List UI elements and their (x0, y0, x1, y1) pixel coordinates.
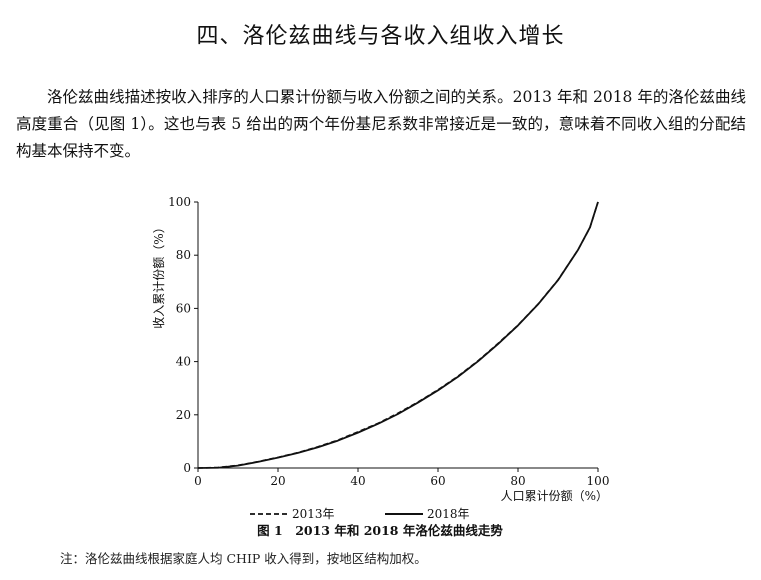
y-tick-label: 0 (183, 461, 191, 475)
x-tick-label: 60 (430, 474, 445, 488)
figure-note: 注：洛伦兹曲线根据家庭人均 CHIP 收入得到，按地区结构加权。 (60, 551, 427, 566)
section-title: 四、洛伦兹曲线与各收入组收入增长 (196, 24, 565, 49)
y-axis-label: 收入累计份额（%） (152, 221, 166, 328)
y-tick-label: 60 (176, 301, 191, 315)
y-tick-label: 100 (168, 195, 191, 209)
y-tick-label: 20 (176, 408, 191, 422)
y-tick-label: 40 (176, 355, 191, 369)
series-line-0 (197, 201, 599, 469)
legend-label: 2013年 (292, 507, 335, 521)
legend-label: 2018年 (427, 507, 470, 521)
y-tick-label: 80 (176, 248, 191, 262)
body-paragraph: 洛伦兹曲线描述按收入排序的人口累计份额与收入份额之间的关系。2013 年和 20… (16, 88, 746, 160)
series-line-1 (197, 201, 599, 469)
x-axis-label: 人口累计份额（%） (501, 489, 608, 503)
x-tick-label: 40 (350, 474, 365, 488)
x-tick-label: 20 (270, 474, 285, 488)
x-tick-label: 100 (587, 474, 610, 488)
x-tick-label: 80 (510, 474, 525, 488)
x-tick-label: 0 (194, 474, 202, 488)
figure-caption: 图 1 2013 年和 2018 年洛伦兹曲线走势 (257, 523, 503, 538)
